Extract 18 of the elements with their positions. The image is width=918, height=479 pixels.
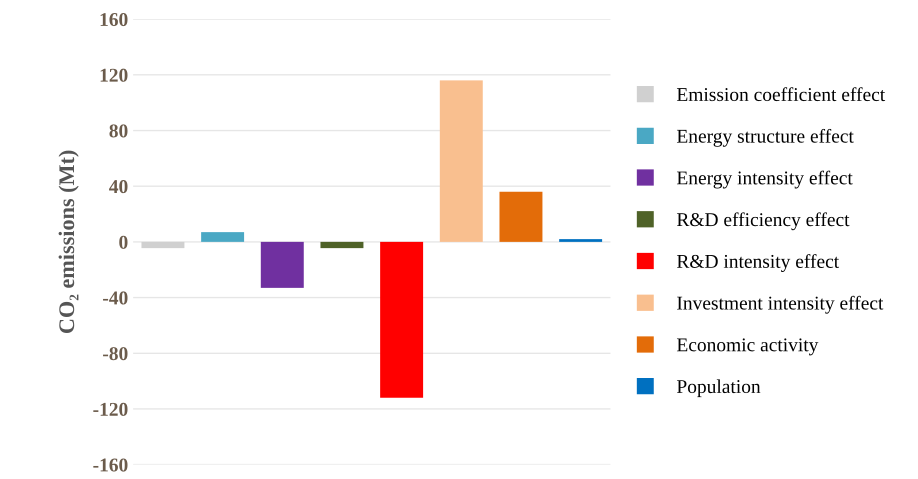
y-axis-title: CO₂ emissions (Mt)	[58, 150, 79, 334]
y-tick-label: -40	[103, 291, 128, 305]
legend-label: Investment intensity effect	[677, 296, 884, 314]
y-tick-label: -120	[93, 402, 128, 416]
legend-label: R&D efficiency effect	[676, 212, 850, 230]
y-tick-label: 160	[100, 12, 128, 26]
legend-label: Energy structure effect	[676, 128, 854, 147]
legend-label: R&D intensity effect	[676, 254, 840, 272]
y-tick-label: -160	[93, 458, 128, 472]
y-tick-label: 0	[119, 236, 128, 249]
legend-label: Economic activity	[676, 338, 818, 356]
legend-label: Emission coefficient effect	[676, 87, 886, 102]
legend-label: Population	[676, 379, 760, 398]
y-tick-label: 80	[109, 124, 128, 138]
legend-label: Energy intensity effect	[676, 170, 853, 189]
y-tick-label: -80	[103, 347, 128, 360]
y-tick-label: 40	[109, 180, 128, 194]
y-tick-label: 120	[100, 68, 128, 82]
